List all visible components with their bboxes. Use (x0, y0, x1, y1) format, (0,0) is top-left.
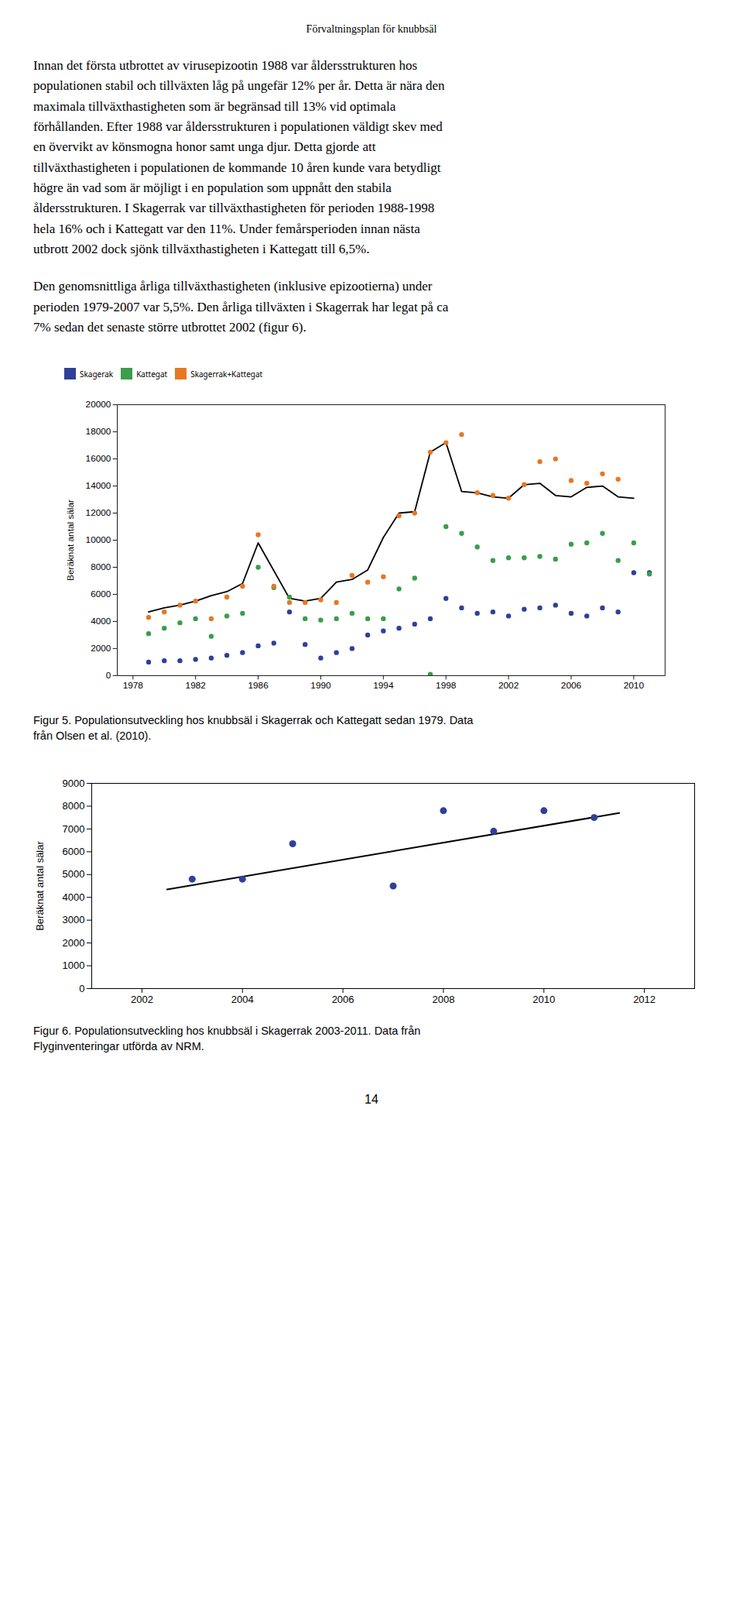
svg-text:2010: 2010 (623, 679, 645, 691)
svg-text:2012: 2012 (633, 992, 656, 1005)
svg-text:2006: 2006 (332, 992, 355, 1005)
html-text:från Olsen et al. (2010).: från Olsen et al. (2010). (33, 729, 152, 742)
svg-text:1998: 1998 (435, 679, 457, 691)
html-text:maximala tillväxthastigheten s: maximala tillväxthastigheten som är begr… (33, 98, 396, 114)
svg-text:0: 0 (106, 670, 112, 682)
svg-text:2004: 2004 (231, 992, 254, 1005)
svg-text:18000: 18000 (85, 426, 112, 438)
html-text:14: 14 (364, 1092, 379, 1106)
html-text:Flyginventeringar utförda av N: Flyginventeringar utförda av NRM. (33, 1039, 205, 1052)
svg-text:2008: 2008 (431, 992, 455, 1005)
svg-text:7000: 7000 (62, 821, 86, 834)
svg-text:4000: 4000 (62, 890, 86, 903)
html-text:Den genomsnittliga årliga till: Den genomsnittliga årliga tillväxthastig… (33, 278, 433, 294)
svg-text:2002: 2002 (498, 679, 519, 691)
html-text:perioden 1979-2007 var 5,5%. D: perioden 1979-2007 var 5,5%. Den årliga … (33, 299, 449, 315)
svg-text:12000: 12000 (85, 507, 112, 519)
svg-text:5000: 5000 (62, 867, 86, 880)
svg-text:1994: 1994 (373, 679, 394, 691)
svg-text:6000: 6000 (62, 845, 86, 857)
svg-text:2000: 2000 (90, 643, 112, 654)
svg-text:1990: 1990 (310, 679, 332, 691)
svg-text:16000: 16000 (85, 453, 112, 465)
svg-text:2002: 2002 (130, 992, 154, 1005)
html-text:Innan det första utbrottet av: Innan det första utbrottet av virusepizo… (33, 58, 418, 73)
svg-text:3000: 3000 (62, 913, 86, 925)
svg-text:2010: 2010 (532, 992, 555, 1005)
svg-text:0: 0 (78, 981, 85, 993)
html-text:Kattegat: Kattegat (136, 368, 168, 380)
svg-text:20000: 20000 (85, 399, 112, 411)
html-text:Figur 6. Populationsutveckling: Figur 6. Populationsutveckling hos knubb… (33, 1023, 421, 1037)
svg-text:Beräknat antal sälar: Beräknat antal sälar (65, 499, 76, 581)
html-text:hela 16% och i Kattegatt var d: hela 16% och i Kattegatt var den 11%. Un… (33, 221, 421, 236)
svg-text:8000: 8000 (90, 561, 112, 573)
html-text:en övervikt av könsmogna honor: en övervikt av könsmogna honor samt unga… (33, 139, 376, 155)
html-text:Skagerrak+Kattegat: Skagerrak+Kattegat (190, 368, 263, 380)
html-text:tillväxthastigheten i populati: tillväxthastigheten i populationen de ko… (33, 159, 441, 175)
svg-text:1978: 1978 (123, 679, 144, 691)
svg-text:1000: 1000 (62, 958, 86, 971)
svg-text:1982: 1982 (185, 679, 206, 691)
html-text:högre än vad som är möjligt i: högre än vad som är möjligt i en populat… (33, 180, 392, 196)
svg-text:Beräknat antal sälar: Beräknat antal sälar (34, 839, 46, 930)
html-text:utbrott 2002 dock sjönk tillvä: utbrott 2002 dock sjönk tillväxthastighe… (33, 241, 370, 257)
html-text:populationen stabil och tillvä: populationen stabil och tillväxten låg p… (33, 78, 445, 94)
svg-text:6000: 6000 (90, 588, 112, 600)
html-text:Förvaltningsplan för knubbsäl: Förvaltningsplan för knubbsäl (306, 23, 437, 35)
svg-text:9000: 9000 (62, 776, 86, 788)
svg-text:10000: 10000 (85, 534, 112, 546)
html-text:Skagerak: Skagerak (79, 368, 114, 380)
html-text:åldersstrukturen. I Skagerrak: åldersstrukturen. I Skagerrak var tillvä… (33, 200, 435, 216)
svg-text:4000: 4000 (90, 616, 112, 627)
svg-text:2000: 2000 (62, 936, 86, 949)
html-text:7% sedan det senaste större ut: 7% sedan det senaste större utbrottet 20… (33, 319, 307, 335)
html-text:Figur 5. Populationsutveckling: Figur 5. Populationsutveckling hos knubb… (33, 713, 474, 727)
html-text:förhållanden. Efter 1988 var å: förhållanden. Efter 1988 var åldersstruk… (33, 119, 443, 134)
svg-text:1986: 1986 (247, 679, 269, 691)
svg-text:8000: 8000 (62, 799, 86, 812)
svg-text:14000: 14000 (85, 480, 112, 492)
svg-text:2006: 2006 (561, 679, 583, 691)
